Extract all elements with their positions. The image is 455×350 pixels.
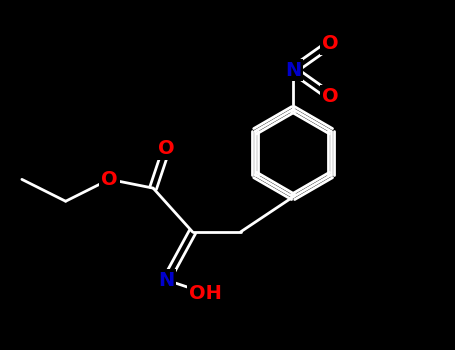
Text: N: N: [285, 61, 301, 79]
Text: O: O: [322, 34, 339, 53]
Text: O: O: [322, 87, 339, 106]
Text: OH: OH: [189, 284, 222, 303]
Text: O: O: [101, 170, 118, 189]
Text: O: O: [158, 139, 175, 158]
Text: N: N: [158, 271, 174, 289]
